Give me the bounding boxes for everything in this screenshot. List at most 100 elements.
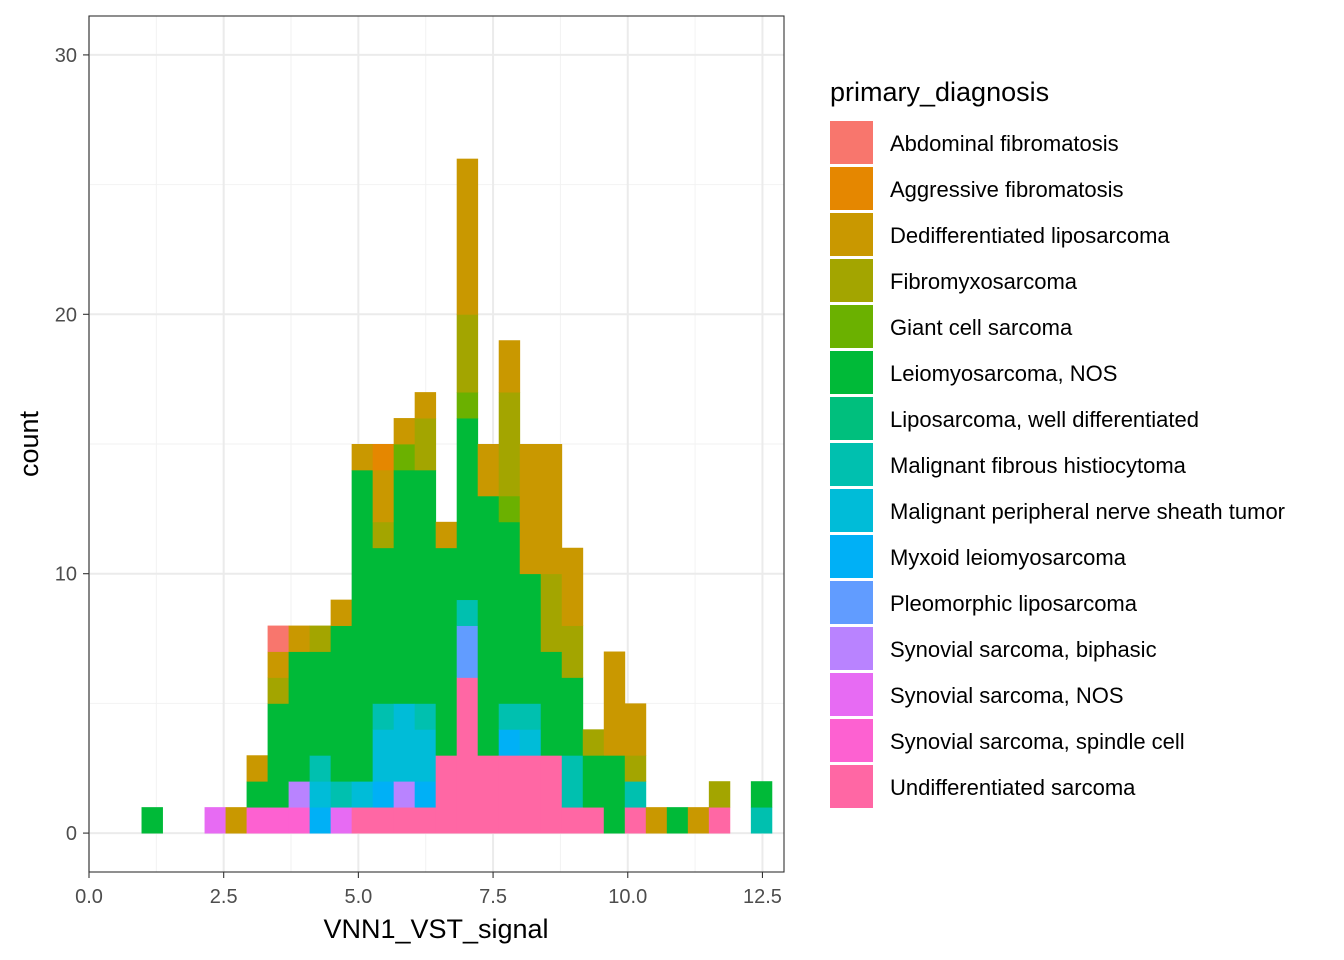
histogram-bar <box>456 625 479 678</box>
legend-label: Fibromyxosarcoma <box>890 269 1078 294</box>
histogram-bar <box>351 807 374 834</box>
histogram-bar <box>288 625 311 652</box>
histogram-bar <box>540 755 563 834</box>
histogram-bar <box>540 651 563 756</box>
histogram-bar <box>435 521 458 549</box>
histogram-bar <box>750 781 773 808</box>
histogram-bar <box>351 444 374 471</box>
histogram-bar <box>393 781 416 808</box>
x-tick-label: 5.0 <box>344 886 372 908</box>
x-tick-label: 0.0 <box>75 886 103 908</box>
histogram-bar <box>540 444 563 575</box>
histogram-bar <box>309 651 332 756</box>
legend-swatch <box>830 673 873 716</box>
histogram-bar <box>561 807 584 834</box>
histogram-bar <box>393 703 416 782</box>
histogram-bar <box>246 807 268 834</box>
histogram-bar <box>309 625 332 652</box>
histogram-bar <box>456 599 479 626</box>
y-tick-label: 10 <box>55 564 77 586</box>
histogram-bar <box>414 729 437 782</box>
histogram-bar <box>141 807 163 834</box>
x-tick-label: 12.5 <box>743 886 782 908</box>
histogram-bar <box>477 495 500 756</box>
histogram-bar <box>372 547 395 704</box>
histogram-bar <box>288 781 311 808</box>
y-axis-ticks: 0 10 20 30 <box>55 45 89 845</box>
legend-label: Synovial sarcoma, biphasic <box>890 637 1157 662</box>
histogram-bar <box>414 781 437 808</box>
histogram-bars <box>141 158 773 834</box>
histogram-bar <box>351 469 374 782</box>
legend-label: Pleomorphic liposarcoma <box>890 591 1138 616</box>
y-tick-label: 20 <box>55 304 77 326</box>
plot-panel-border <box>88 15 785 873</box>
legend-swatch <box>830 765 873 808</box>
histogram-bar <box>372 807 395 834</box>
histogram-bar <box>372 444 395 471</box>
histogram-bar <box>498 703 521 730</box>
histogram-bar <box>456 677 479 834</box>
histogram-bar <box>435 547 458 756</box>
histogram-bar <box>456 314 479 393</box>
histogram-bar <box>267 703 290 808</box>
histogram-bar <box>687 807 710 834</box>
x-tick-label: 7.5 <box>479 886 507 908</box>
histogram-bar <box>267 677 290 704</box>
histogram-bar <box>414 807 437 834</box>
histogram-bar <box>477 444 500 497</box>
histogram-bar <box>750 807 773 834</box>
legend: primary_diagnosis Abdominal fibromatosis… <box>830 77 1285 808</box>
histogram-bar <box>477 755 500 834</box>
legend-swatch <box>830 719 873 762</box>
legend-swatch <box>830 351 873 394</box>
histogram-bar <box>309 781 332 808</box>
histogram-bar <box>414 418 437 471</box>
histogram-bar <box>498 755 521 834</box>
histogram-bar <box>519 729 542 756</box>
y-tick-label: 30 <box>55 45 77 67</box>
legend-swatch <box>830 489 873 532</box>
legend-swatch <box>830 121 873 164</box>
histogram-bar <box>498 340 521 393</box>
legend-label: Abdominal fibromatosis <box>890 131 1119 156</box>
histogram-bar <box>435 755 458 834</box>
legend-label: Synovial sarcoma, NOS <box>890 683 1124 708</box>
x-axis-ticks: 0.0 2.5 5.0 7.5 10.0 12.5 <box>75 872 782 908</box>
legend-swatch <box>830 535 873 578</box>
histogram-bar <box>267 625 290 652</box>
histogram-bar <box>519 573 542 704</box>
histogram-bar <box>330 781 353 808</box>
histogram-bar <box>456 392 479 419</box>
histogram-bar <box>645 807 668 834</box>
histogram-bar <box>330 807 353 834</box>
histogram-bar <box>288 807 311 834</box>
histogram-bar <box>456 418 479 601</box>
legend-label: Undifferentiated sarcoma <box>890 775 1136 800</box>
histogram-bar <box>582 729 605 756</box>
legend-label: Leiomyosarcoma, NOS <box>890 361 1117 386</box>
histogram-bar <box>498 729 521 756</box>
histogram-bar <box>603 755 626 834</box>
histogram-bar <box>708 807 731 834</box>
histogram-bar <box>561 677 584 756</box>
legend-label: Myxoid leiomyosarcoma <box>890 545 1127 570</box>
histogram-bar <box>204 807 226 834</box>
histogram-bar <box>603 651 626 756</box>
legend-swatch <box>830 259 873 302</box>
histogram-bar <box>393 807 416 834</box>
histogram-bar <box>246 755 268 782</box>
histogram-bar <box>582 755 605 808</box>
histogram-bar <box>225 807 247 834</box>
histogram-bar <box>498 495 521 523</box>
histogram-bar <box>561 755 584 808</box>
histogram-bar <box>624 781 647 808</box>
histogram-bar <box>372 729 395 782</box>
histogram-bar <box>624 755 647 782</box>
histogram-bar <box>414 392 437 419</box>
legend-swatch <box>830 443 873 486</box>
legend-label: Malignant peripheral nerve sheath tumor <box>890 499 1285 524</box>
histogram-bar <box>267 651 290 678</box>
histogram-bar <box>351 781 374 808</box>
x-tick-label: 10.0 <box>608 886 647 908</box>
